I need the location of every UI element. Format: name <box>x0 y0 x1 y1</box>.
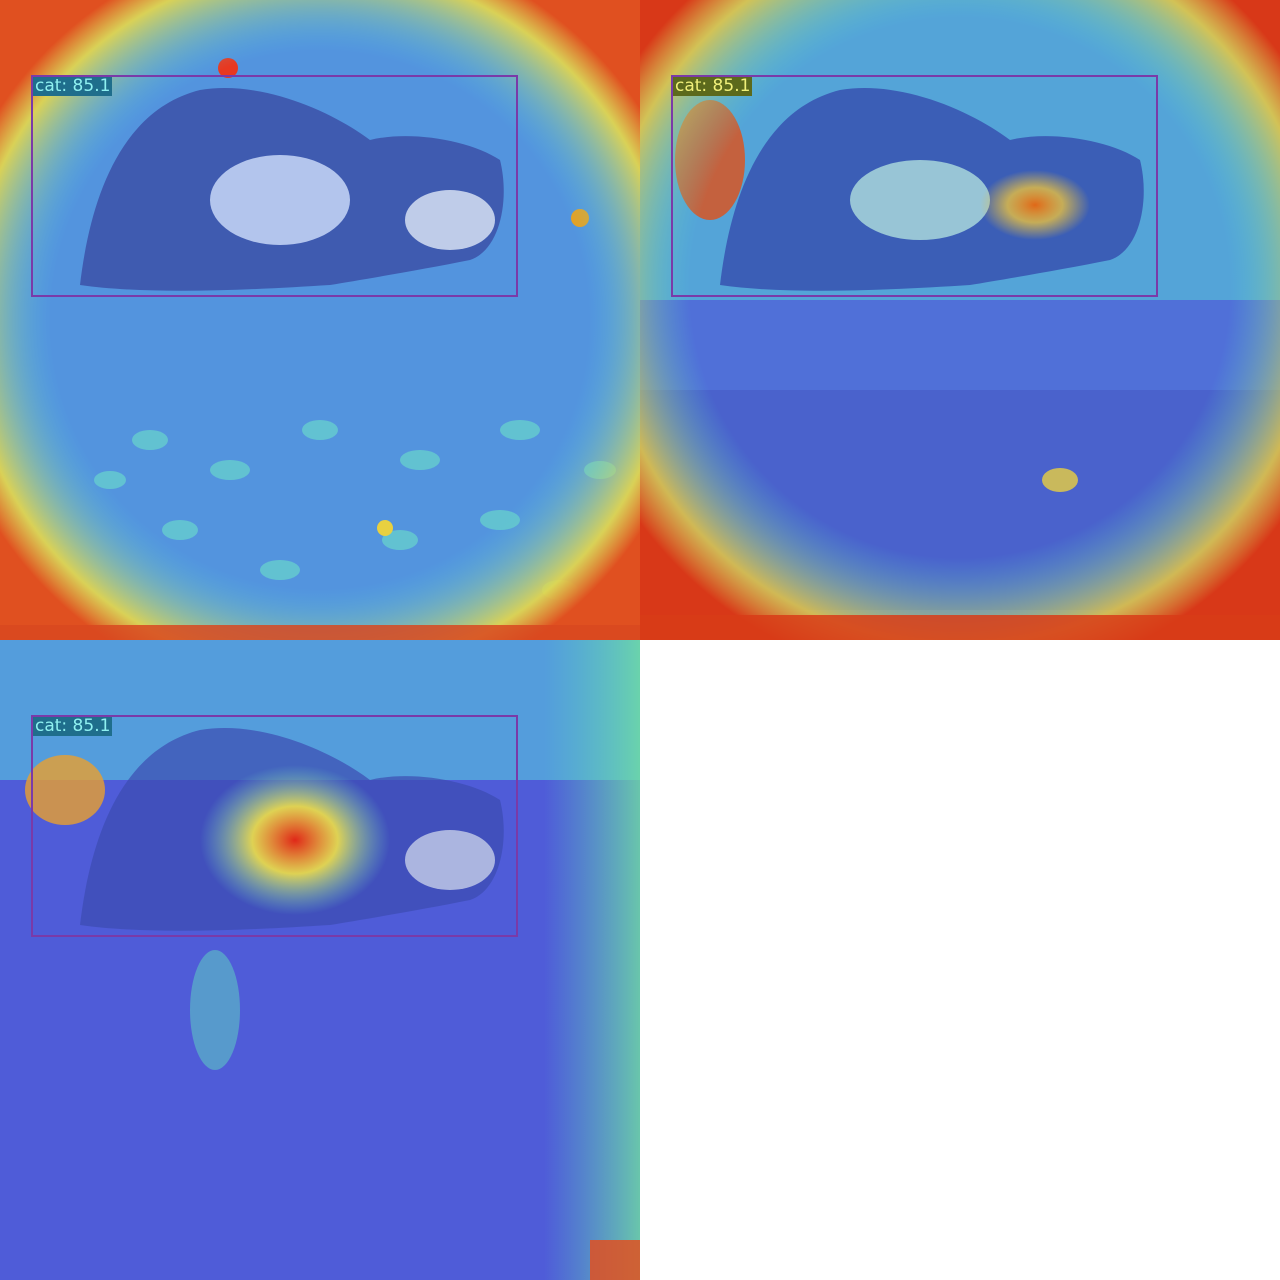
detection-label: cat: 85.1 <box>33 76 113 96</box>
heatmap-image-2 <box>640 0 1280 640</box>
detection-label: cat: 85.1 <box>33 716 113 736</box>
heatmap-panel-3: cat: 85.1 <box>0 640 640 1280</box>
empty-panel <box>640 640 1280 1280</box>
heatmap-image-1 <box>0 0 640 640</box>
detection-box <box>31 715 518 937</box>
heatmap-image-3 <box>0 640 640 1280</box>
detection-label: cat: 85.1 <box>673 76 753 96</box>
detection-box <box>31 75 518 297</box>
detection-box <box>671 75 1158 297</box>
heatmap-panel-1: cat: 85.1 <box>0 0 640 640</box>
heatmap-panel-2: cat: 85.1 <box>640 0 1280 640</box>
